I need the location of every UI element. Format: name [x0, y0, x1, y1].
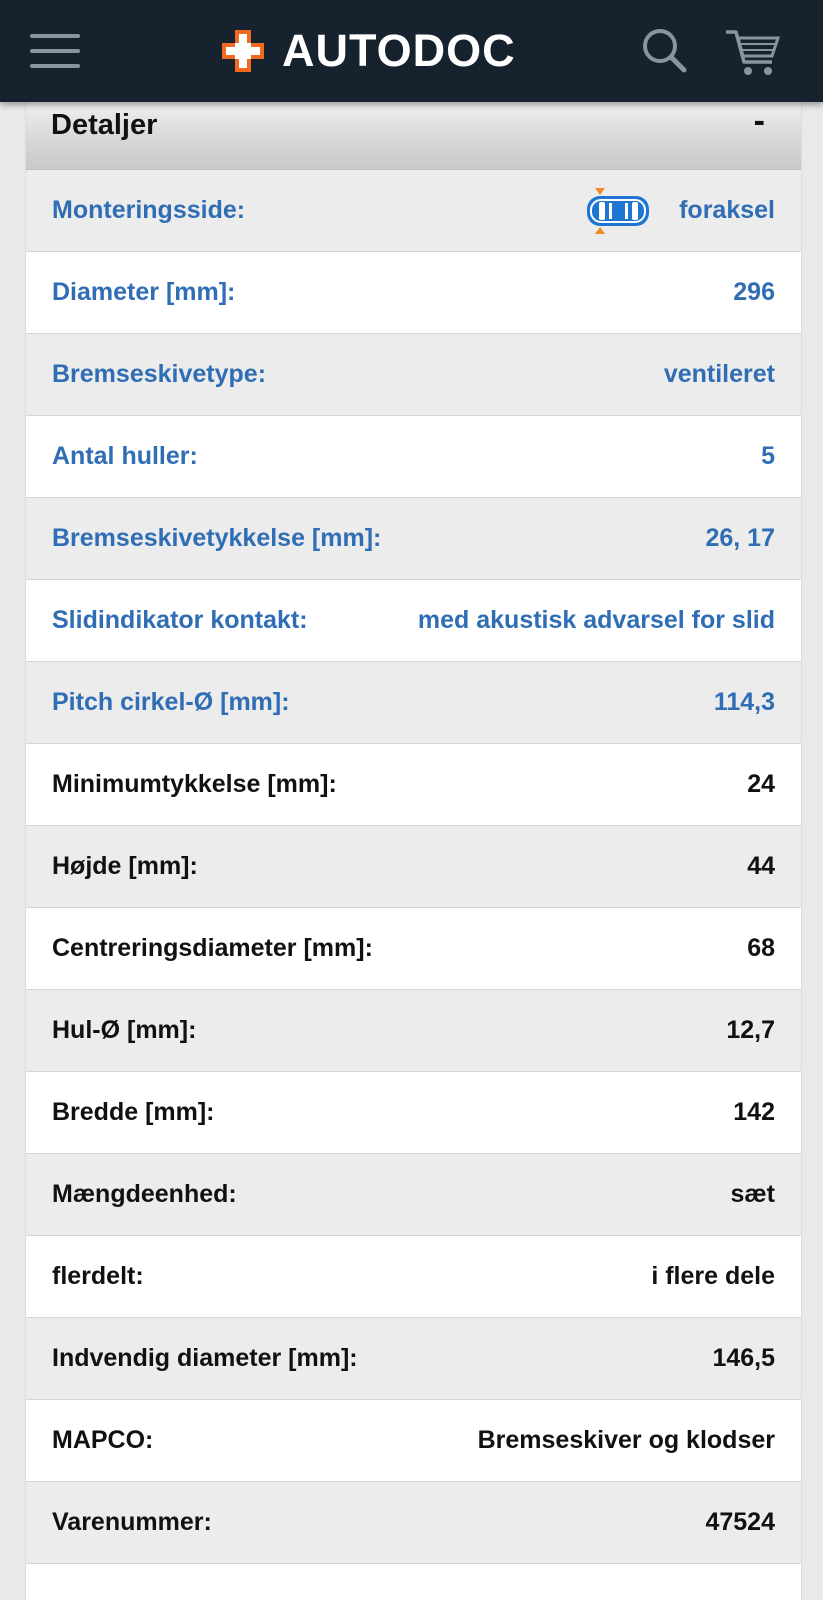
autodoc-plus-logo-icon: [222, 30, 264, 72]
row-label: flerdelt:: [52, 1262, 144, 1290]
row-label: Indvendig diameter [mm]:: [52, 1344, 358, 1372]
row-value: i flere dele: [651, 1262, 775, 1290]
row-label: MAPCO:: [52, 1426, 154, 1454]
details-panel-header[interactable]: Detaljer -: [26, 102, 801, 170]
row-value-wrap: sæt: [731, 1180, 775, 1209]
row-value-wrap: 12,7: [726, 1016, 775, 1045]
row-label: Højde [mm]:: [52, 852, 198, 880]
row-label: Centreringsdiameter [mm]:: [52, 934, 373, 962]
row-value-wrap[interactable]: ventileret: [664, 360, 775, 389]
row-value-wrap: i flere dele: [651, 1262, 775, 1291]
row-label: Minimumtykkelse [mm]:: [52, 770, 337, 798]
row-value-wrap: 142: [733, 1098, 775, 1127]
row-value[interactable]: 5: [761, 442, 775, 470]
row-value[interactable]: med akustisk advarsel for slid: [417, 606, 775, 634]
row-label: Monteringsside:: [52, 196, 246, 224]
row-label: Bredde [mm]:: [52, 1098, 215, 1126]
shopping-cart-icon[interactable]: [724, 28, 780, 78]
table-row: Varenummer: 47524: [26, 1482, 801, 1564]
row-value: 142: [733, 1098, 775, 1126]
row-value: sæt: [730, 1180, 775, 1208]
table-row: Indvendig diameter [mm]: 146,5: [26, 1318, 801, 1400]
row-value[interactable]: foraksel: [679, 196, 775, 224]
table-row: Bredde [mm]: 142: [26, 1072, 801, 1154]
row-value-wrap: 24: [747, 770, 775, 799]
row-label: Slidindikator kontakt:: [52, 606, 308, 634]
row-value[interactable]: ventileret: [663, 360, 775, 388]
brand-name: AUTODOC: [282, 25, 516, 76]
table-row: Mængdeenhed: sæt: [26, 1154, 801, 1236]
row-label: Bremseskivetykkelse [mm]:: [52, 524, 382, 552]
table-row: [26, 1564, 801, 1600]
row-value-wrap[interactable]: med akustisk advarsel for slid: [418, 606, 775, 635]
row-value: 24: [747, 770, 775, 798]
row-label: Diameter [mm]:: [52, 278, 236, 306]
row-label: Antal huller:: [52, 442, 198, 470]
row-value[interactable]: 26, 17: [705, 524, 775, 552]
table-row: MAPCO: Bremseskiver og klodser: [26, 1400, 801, 1482]
row-value: 146,5: [712, 1344, 775, 1372]
top-navigation-bar: AUTODOC: [0, 0, 823, 102]
row-value-wrap: Bremseskiver og klodser: [478, 1426, 775, 1455]
row-value-wrap[interactable]: foraksel: [585, 187, 775, 234]
table-row: Hul-Ø [mm]: 12,7: [26, 990, 801, 1072]
row-value-wrap: 146,5: [712, 1344, 775, 1373]
row-label: Pitch cirkel-Ø [mm]:: [52, 688, 290, 716]
row-value: 47524: [705, 1508, 775, 1536]
table-row: flerdelt: i flere dele: [26, 1236, 801, 1318]
table-row[interactable]: Pitch cirkel-Ø [mm]: 114,3: [26, 662, 801, 744]
row-value-wrap[interactable]: 5: [761, 442, 775, 471]
row-value-wrap[interactable]: 296: [733, 278, 775, 307]
table-row[interactable]: Bremseskivetykkelse [mm]: 26, 17: [26, 498, 801, 580]
table-row[interactable]: Diameter [mm]: 296: [26, 252, 801, 334]
hamburger-menu-icon[interactable]: [30, 34, 80, 68]
row-label: Hul-Ø [mm]:: [52, 1016, 197, 1044]
row-value-wrap[interactable]: 26, 17: [705, 524, 775, 553]
details-table: Monteringsside: foraksel Diameter [mm]: 296…: [26, 170, 801, 1600]
table-row: Højde [mm]: 44: [26, 826, 801, 908]
row-value[interactable]: 114,3: [713, 688, 775, 716]
table-row: Centreringsdiameter [mm]: 68: [26, 908, 801, 990]
table-row[interactable]: Bremseskivetype: ventileret: [26, 334, 801, 416]
table-row: Minimumtykkelse [mm]: 24: [26, 744, 801, 826]
row-value-wrap: 68: [747, 934, 775, 963]
details-panel: Detaljer - Monteringsside: foraksel Diamet…: [25, 102, 802, 1600]
row-value: 68: [747, 934, 775, 962]
row-label: Varenummer:: [52, 1508, 212, 1536]
row-value-wrap[interactable]: 114,3: [714, 688, 775, 717]
row-value[interactable]: 296: [733, 278, 775, 306]
row-label: Mængdeenhed:: [52, 1180, 237, 1208]
table-row[interactable]: Antal huller: 5: [26, 416, 801, 498]
autodoc-logo[interactable]: AUTODOC: [222, 25, 516, 76]
table-row[interactable]: Monteringsside: foraksel: [26, 170, 801, 252]
search-icon[interactable]: [640, 26, 688, 74]
row-value: Bremseskiver og klodser: [477, 1426, 775, 1454]
table-row[interactable]: Slidindikator kontakt: med akustisk advar…: [26, 580, 801, 662]
front-axle-car-icon: [587, 187, 650, 234]
details-title: Detaljer: [51, 109, 158, 141]
row-value-wrap: 47524: [705, 1508, 775, 1537]
row-label: Bremseskivetype:: [52, 360, 267, 388]
row-value: 12,7: [726, 1016, 775, 1044]
collapse-toggle[interactable]: -: [753, 102, 765, 140]
row-value: 44: [747, 852, 775, 880]
row-value-wrap: 44: [747, 852, 775, 881]
